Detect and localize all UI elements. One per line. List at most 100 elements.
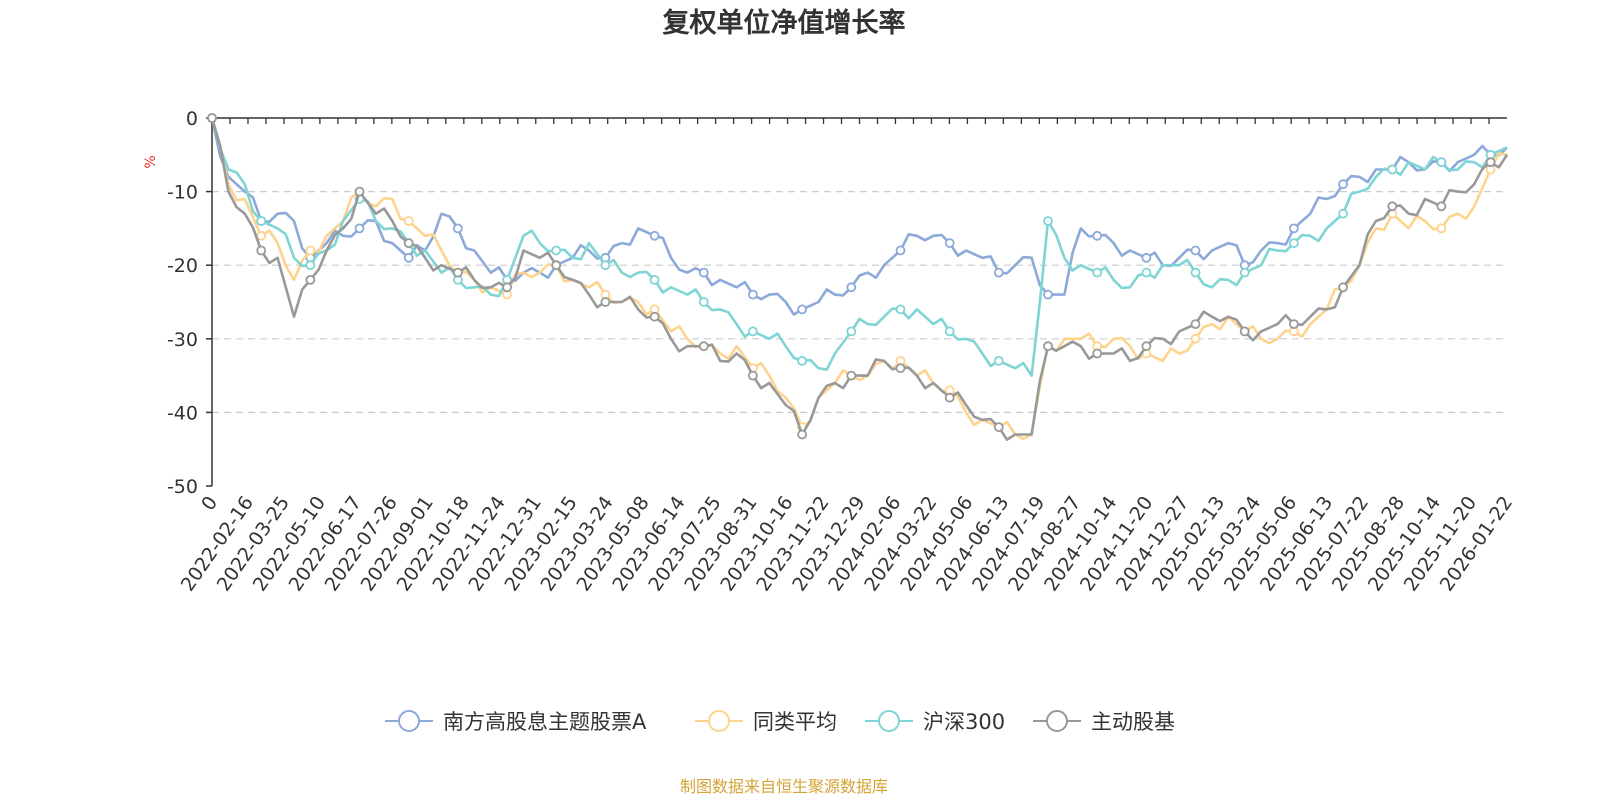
- series-point: [403, 238, 414, 249]
- series-point: [256, 216, 267, 226]
- series-point: [452, 267, 463, 278]
- series-point: [1092, 267, 1103, 278]
- series-point: [1092, 230, 1103, 241]
- series-point: [993, 422, 1004, 433]
- legend-marker: [878, 710, 900, 732]
- series-point: [1190, 319, 1201, 330]
- series-point: [944, 238, 955, 249]
- series-point: [895, 363, 906, 374]
- data-source-note: 制图数据来自恒生聚源数据库: [680, 777, 888, 796]
- series-point: [1043, 216, 1053, 226]
- series-line-0: [210, 117, 1508, 316]
- y-tick-label: -20: [167, 255, 198, 277]
- series-point: [1387, 164, 1398, 175]
- series-3: [207, 113, 1509, 441]
- series-point: [846, 370, 857, 381]
- series-point: [354, 186, 365, 197]
- y-tick-label: -50: [167, 476, 198, 498]
- series-point: [1239, 326, 1250, 337]
- series-point: [846, 282, 857, 293]
- series-point: [1190, 245, 1201, 256]
- legend-label: 南方高股息主题股票A: [443, 710, 647, 734]
- series-point: [993, 267, 1004, 278]
- y-axis-unit: %: [143, 155, 159, 168]
- series-point: [1289, 238, 1299, 249]
- series-point: [797, 355, 807, 366]
- series-point: [1387, 201, 1398, 212]
- series-point: [698, 297, 709, 307]
- series-point: [452, 223, 463, 234]
- series-point: [649, 274, 660, 285]
- legend-item-0[interactable]: 南方高股息主题股票A: [385, 710, 647, 734]
- axes: [211, 117, 1507, 486]
- series-point: [1338, 179, 1348, 190]
- series-point: [895, 245, 906, 256]
- legend-item-1[interactable]: 同类平均: [695, 710, 837, 734]
- series-point: [403, 252, 414, 263]
- series-point: [649, 311, 660, 322]
- legend-label: 同类平均: [753, 710, 837, 734]
- series-point: [698, 267, 709, 278]
- series-point: [1141, 341, 1152, 352]
- series-lines: [207, 113, 1509, 441]
- series-point: [600, 260, 611, 271]
- legend-marker: [1046, 710, 1068, 732]
- legend-marker: [708, 710, 730, 732]
- series-point: [944, 326, 955, 337]
- series-point: [1239, 267, 1250, 278]
- series-point: [1141, 252, 1152, 263]
- series-point: [502, 282, 513, 293]
- series-2: [207, 113, 1508, 377]
- series-point: [944, 392, 955, 403]
- series-point: [1289, 319, 1299, 330]
- series-point: [895, 304, 906, 315]
- series-point: [207, 113, 217, 123]
- series-point: [1043, 289, 1053, 300]
- series-point: [1043, 341, 1053, 352]
- series-point: [305, 260, 316, 271]
- series-point: [1190, 333, 1201, 344]
- legend: 南方高股息主题股票A 同类平均 沪深300 主动股基: [385, 710, 1175, 734]
- y-tick-label: -30: [167, 329, 198, 351]
- y-tick-label: -10: [167, 182, 198, 204]
- series-point: [305, 245, 316, 256]
- series-point: [797, 304, 807, 315]
- series-point: [797, 429, 807, 440]
- series-point: [748, 326, 758, 337]
- series-point: [551, 245, 562, 256]
- series-0: [207, 113, 1508, 316]
- series-point: [354, 223, 365, 234]
- series-line-3: [210, 117, 1509, 441]
- series-point: [1190, 267, 1201, 278]
- legend-label: 主动股基: [1091, 710, 1175, 734]
- series-point: [846, 326, 857, 337]
- series-point: [649, 230, 660, 241]
- series-point: [1338, 208, 1348, 219]
- series-point: [1141, 267, 1152, 278]
- legend-marker: [398, 710, 420, 732]
- x-tick-label: 0: [197, 492, 222, 515]
- y-axis-ticks: 0 -10 -20 -30 -40 -50: [167, 108, 212, 498]
- series-point: [1436, 157, 1447, 168]
- series-point: [748, 289, 758, 300]
- series-point: [1436, 223, 1447, 234]
- legend-label: 沪深300: [923, 710, 1005, 734]
- series-point: [1485, 157, 1496, 168]
- y-tick-label: -40: [167, 402, 198, 424]
- chart-title: 复权单位净值增长率: [663, 7, 906, 39]
- legend-item-2[interactable]: 沪深300: [865, 710, 1005, 734]
- series-point: [993, 355, 1004, 366]
- series-point: [1338, 282, 1348, 293]
- series-point: [1289, 223, 1299, 234]
- series-point: [600, 297, 611, 307]
- series-point: [256, 245, 267, 256]
- series-point: [256, 230, 267, 241]
- series-point: [1436, 201, 1447, 212]
- series-line-1: [210, 117, 1508, 441]
- x-axis-ticks: 02022-02-162022-03-252022-05-102022-06-1…: [177, 118, 1517, 595]
- series-point: [305, 274, 316, 285]
- series-point: [698, 341, 709, 352]
- legend-item-3[interactable]: 主动股基: [1033, 710, 1175, 734]
- series-point: [551, 260, 562, 271]
